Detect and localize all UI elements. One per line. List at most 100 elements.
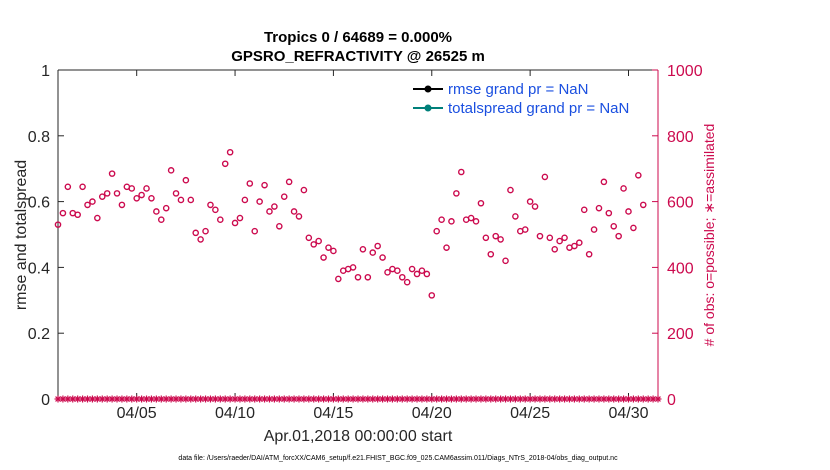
possible-obs-point <box>531 203 539 210</box>
possible-obs-point <box>280 193 288 200</box>
possible-obs-point <box>423 270 431 278</box>
possible-obs-point <box>536 232 544 240</box>
assimilated-obs-point <box>162 395 170 403</box>
possible-obs-point <box>379 254 386 261</box>
assimilated-obs-point <box>580 395 588 403</box>
possible-obs-point <box>202 227 209 235</box>
assimilated-obs-point <box>265 395 273 403</box>
possible-obs-point <box>635 171 642 179</box>
assimilated-obs-point <box>334 395 342 403</box>
x-tick-label: 04/05 <box>117 405 157 422</box>
possible-obs-point <box>369 249 377 256</box>
legend-marker-rmse <box>424 85 432 93</box>
assimilated-obs-point <box>241 395 249 403</box>
assimilated-obs-point <box>565 395 573 403</box>
x-axis-label: Apr.01,2018 00:00:00 start <box>264 428 453 445</box>
possible-obs-point <box>212 206 219 214</box>
possible-obs-point <box>571 242 578 250</box>
y-right-label: # of obs: o=possible; ∗=assimilated <box>701 124 717 347</box>
possible-obs-point <box>541 173 549 181</box>
possible-obs-point <box>103 190 111 197</box>
possible-obs-point <box>433 227 440 235</box>
possible-obs-point <box>118 201 126 209</box>
x-tick-label: 04/25 <box>510 405 550 422</box>
y-left-ticks: 0 0.2 0.4 0.6 0.8 1 <box>28 63 64 409</box>
possible-obs-point <box>246 180 254 187</box>
possible-obs-point <box>74 211 81 219</box>
possible-obs-point <box>605 209 613 217</box>
y-left-label: rmse and totalspread <box>13 160 30 310</box>
possible-obs-point <box>305 234 313 242</box>
possible-obs-point <box>64 183 72 191</box>
data-file-footer: data file: /Users/raeder/DAI/ATM_forcXX/… <box>178 455 618 462</box>
y-right-tick-label: 600 <box>667 195 694 212</box>
possible-obs-point <box>394 267 401 274</box>
possible-obs-point <box>472 218 480 225</box>
y-left-tick-label: 0.4 <box>28 260 50 277</box>
possible-obs-point <box>192 229 200 237</box>
possible-obs-point <box>148 195 155 202</box>
possible-obs-point <box>325 244 332 251</box>
possible-obs-point <box>477 199 485 207</box>
possible-obs-point <box>300 186 308 194</box>
possible-obs-point <box>216 216 224 223</box>
possible-obs-point <box>128 185 136 192</box>
possible-obs-point <box>590 226 598 233</box>
chart-title-line1: Tropics 0 / 64689 = 0.000% <box>264 29 452 46</box>
assimilated-obs-point <box>152 395 160 403</box>
possible-obs-point <box>374 242 381 250</box>
possible-obs-point <box>79 183 86 191</box>
possible-obs-point <box>615 232 622 240</box>
possible-obs-point <box>453 190 460 197</box>
possible-obs-point <box>418 267 426 274</box>
assimilated-obs-point <box>521 395 529 403</box>
possible-obs-point <box>408 265 416 273</box>
assimilated-obs-point <box>236 395 244 403</box>
possible-obs-point <box>261 181 268 189</box>
assimilated-obs-point <box>147 395 155 403</box>
legend: rmse grand pr = NaN totalspread grand pr… <box>413 81 629 117</box>
possible-obs-point <box>580 206 588 214</box>
possible-obs-point <box>330 247 337 255</box>
assimilated-obs-point <box>384 395 392 403</box>
possible-obs-point <box>403 278 411 286</box>
possible-obs-point <box>438 216 445 223</box>
chart-title-line2: GPSRO_REFRACTIVITY @ 26525 m <box>231 48 485 65</box>
x-tick-label: 04/20 <box>412 405 452 422</box>
possible-obs-point <box>625 208 632 215</box>
possible-obs-point <box>89 198 96 205</box>
plot-frame <box>57 69 659 400</box>
x-tick-label: 04/10 <box>215 405 255 422</box>
possible-obs-point <box>59 209 67 217</box>
possible-obs-point <box>487 250 495 258</box>
possible-obs-point <box>251 227 259 235</box>
x-ticks: 04/05 04/10 04/15 04/20 04/25 04/30 <box>117 70 649 422</box>
assimilated-obs-point <box>620 395 628 403</box>
possible-obs-point <box>639 201 647 209</box>
possible-obs-point <box>182 176 190 184</box>
y-right-ticks: 0 200 400 600 800 1000 <box>652 63 703 409</box>
possible-obs-point <box>521 226 529 233</box>
assimilated-obs-point <box>408 395 416 403</box>
possible-obs-point <box>84 201 91 209</box>
assimilated-obs-point <box>231 395 239 403</box>
assimilated-obs-series <box>54 395 662 403</box>
y-right-tick-label: 200 <box>667 326 694 343</box>
possible-obs-point <box>231 219 239 227</box>
possible-obs-point <box>310 241 318 248</box>
possible-obs-point <box>172 190 180 197</box>
possible-obs-point <box>113 190 121 197</box>
possible-obs-point <box>290 208 298 215</box>
possible-obs-point <box>207 201 214 209</box>
x-tick-label: 04/30 <box>608 405 648 422</box>
possible-obs-point <box>108 170 116 177</box>
possible-obs-point <box>320 254 327 261</box>
possible-obs-point <box>428 292 436 299</box>
possible-obs-point <box>497 236 504 243</box>
legend-label-totalspread: totalspread grand pr = NaN <box>448 100 629 117</box>
possible-obs-point <box>526 198 534 205</box>
legend-label-rmse: rmse grand pr = NaN <box>448 81 588 98</box>
y-left-tick-label: 0 <box>41 392 50 409</box>
assimilated-obs-point <box>206 395 214 403</box>
possible-obs-point <box>620 185 627 192</box>
